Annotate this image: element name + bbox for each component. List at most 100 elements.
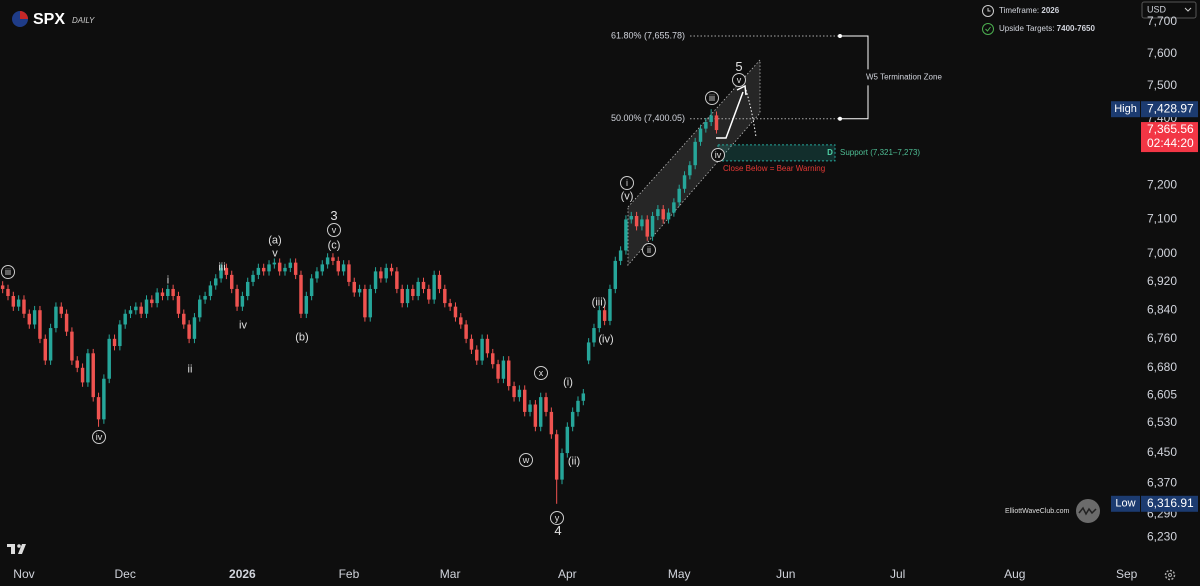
y-tick-label: 7,000 bbox=[1147, 246, 1177, 260]
candle-body bbox=[491, 353, 495, 365]
x-tick-label: Dec bbox=[115, 567, 136, 581]
candle-body bbox=[208, 285, 213, 297]
candle-body bbox=[118, 324, 122, 347]
candle-body bbox=[688, 165, 692, 176]
candle-body bbox=[709, 115, 713, 123]
wave-circle bbox=[519, 453, 533, 467]
x-tick-label: Nov bbox=[13, 567, 34, 581]
candle-body bbox=[480, 338, 484, 361]
candle-body bbox=[272, 262, 277, 265]
candle-body bbox=[400, 288, 404, 304]
price-tag-name: Low bbox=[1115, 498, 1135, 510]
candle-body bbox=[203, 296, 207, 300]
candle-body bbox=[576, 400, 580, 412]
candle-body bbox=[507, 360, 511, 387]
candle-body bbox=[38, 310, 42, 339]
candle-body bbox=[171, 288, 175, 297]
y-tick-label: 6,230 bbox=[1147, 530, 1177, 544]
currency-box[interactable] bbox=[1141, 1, 1197, 19]
countdown: 02:44:20 bbox=[1147, 136, 1194, 150]
currency-select[interactable]: USD bbox=[1141, 1, 1197, 19]
wave-label: ii bbox=[647, 245, 651, 255]
candle-body bbox=[459, 317, 463, 325]
projection-dotted bbox=[745, 89, 757, 138]
candle-body bbox=[64, 313, 69, 332]
gear-icon[interactable] bbox=[1164, 569, 1176, 581]
wave-circle bbox=[92, 430, 106, 444]
x-tick-label: Aug bbox=[1004, 567, 1025, 581]
candle-body bbox=[411, 288, 415, 297]
candle-body bbox=[538, 397, 543, 427]
candle-body bbox=[112, 338, 117, 347]
candle-body bbox=[613, 260, 618, 289]
wave-label: (c) bbox=[328, 239, 341, 251]
candle-body bbox=[682, 175, 687, 189]
candle-body bbox=[96, 397, 101, 420]
interval: DAILY bbox=[72, 16, 95, 25]
candle-body bbox=[485, 338, 490, 354]
candle-body bbox=[693, 141, 697, 166]
price-tag-name-box bbox=[1111, 495, 1140, 512]
candle-body bbox=[27, 313, 32, 325]
plot: 7,7007,6007,5007,4007,2007,1007,0006,920… bbox=[0, 14, 1177, 581]
candle-body bbox=[16, 299, 21, 307]
wave-circle bbox=[550, 511, 564, 525]
y-tick-label: 6,450 bbox=[1147, 445, 1177, 459]
targets-value: 7400-7650 bbox=[1057, 24, 1096, 33]
watermark: ElliottWaveClub.com bbox=[1005, 508, 1069, 515]
candle-body bbox=[54, 306, 58, 329]
fib-label: 61.80% (7,655.78) bbox=[611, 30, 685, 40]
candle-body bbox=[347, 264, 351, 282]
candle-body bbox=[512, 386, 516, 398]
clock-icon bbox=[987, 8, 991, 12]
candle-body bbox=[363, 288, 367, 318]
candle-body bbox=[357, 288, 362, 293]
tv-logo bbox=[7, 544, 26, 554]
candle-body bbox=[224, 267, 229, 275]
candle-body bbox=[102, 378, 106, 420]
settings[interactable] bbox=[1164, 569, 1176, 581]
x-tick-label: Feb bbox=[339, 567, 360, 581]
gear-icon[interactable] bbox=[1168, 573, 1172, 577]
timeframe-label: Timeframe: bbox=[999, 6, 1039, 15]
candle-body bbox=[59, 306, 63, 314]
candle-body bbox=[293, 262, 298, 275]
candle-body bbox=[448, 303, 452, 307]
candle-body bbox=[251, 274, 255, 282]
target-icon bbox=[985, 26, 991, 32]
wave-circle bbox=[642, 243, 656, 257]
currency[interactable]: USD bbox=[1147, 4, 1167, 14]
candle-body bbox=[256, 267, 261, 275]
y-tick-label: 7,500 bbox=[1147, 78, 1177, 92]
candle-body bbox=[544, 397, 548, 412]
price-tag-box bbox=[1141, 101, 1198, 118]
x-tick-label: 2026 bbox=[229, 567, 256, 581]
candle-body bbox=[240, 296, 245, 307]
wave-circle bbox=[1, 265, 15, 279]
x-tick-label: Apr bbox=[558, 567, 577, 581]
candle-body bbox=[656, 209, 660, 217]
candle-body bbox=[389, 267, 394, 272]
candle-body bbox=[0, 285, 5, 289]
candle-body bbox=[214, 278, 218, 286]
y-tick-label: 6,760 bbox=[1147, 331, 1177, 345]
candle-body bbox=[80, 367, 85, 383]
candle-body bbox=[533, 404, 538, 427]
candle-body bbox=[352, 281, 356, 293]
candle-body bbox=[384, 267, 388, 279]
candle-body bbox=[288, 262, 293, 268]
x-tick-label: Sep bbox=[1116, 567, 1138, 581]
wave-label: 5 bbox=[735, 59, 742, 74]
candle-body bbox=[261, 267, 266, 272]
targets: Upside Targets: 7400-7650 bbox=[999, 24, 1095, 33]
candle-body bbox=[304, 296, 309, 314]
chevron[interactable] bbox=[1184, 7, 1192, 12]
watermark-logo bbox=[1078, 506, 1097, 516]
candle-body bbox=[501, 360, 506, 379]
candle-body bbox=[698, 128, 703, 142]
price-tag-name-box bbox=[1111, 101, 1140, 118]
candle-body bbox=[245, 281, 250, 297]
candle-body bbox=[597, 310, 602, 329]
candle-body bbox=[150, 299, 154, 304]
